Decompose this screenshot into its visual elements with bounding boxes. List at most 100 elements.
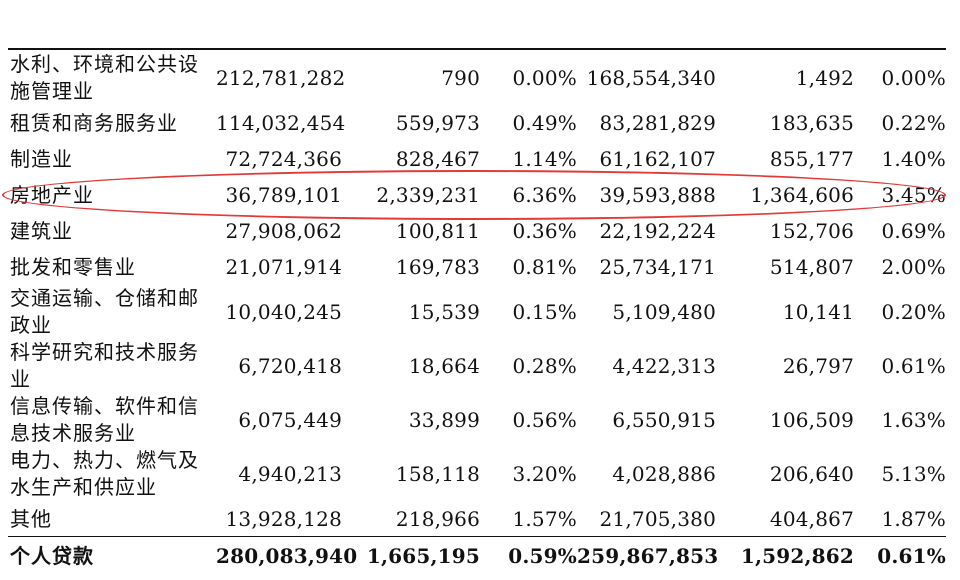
ratio-cell-1: 0.15% (512, 299, 577, 324)
value-cell-2: 15,539 (408, 299, 480, 324)
value-cell-1: 72,724,366 (225, 146, 342, 171)
total-separator-rule (8, 536, 946, 537)
ratio-cell-2: 3.45% (881, 182, 946, 207)
ratio-cell-1: 3.20% (512, 461, 577, 486)
total-ratio-1: 0.59% (508, 543, 577, 568)
table-row: 电力、热力、燃气及水生产和供应业 4,940,213 158,118 3.20% 4,0… (8, 447, 948, 501)
value-cell-1: 10,040,245 (225, 299, 342, 324)
table-row: 水利、环境和公共设施管理业 212,781,282 790 0.00% 168,554,… (8, 51, 948, 105)
ratio-cell-1: 0.81% (512, 254, 577, 279)
value-cell-2: 33,899 (408, 407, 480, 432)
value-cell-4: 514,807 (769, 254, 854, 279)
value-cell-1: 6,075,449 (238, 407, 342, 432)
value-cell-1: 21,071,914 (225, 254, 342, 279)
value-cell-2: 2,339,231 (376, 182, 480, 207)
value-cell-2: 169,783 (395, 254, 480, 279)
ratio-cell-2: 0.22% (881, 110, 946, 135)
ratio-cell-1: 6.36% (512, 182, 577, 207)
value-cell-1: 13,928,128 (225, 506, 342, 531)
value-cell-3: 5,109,480 (612, 299, 716, 324)
industry-name-cell: 电力、热力、燃气及水生产和供应业 (10, 448, 199, 499)
value-cell-4: 106,509 (769, 407, 854, 432)
industry-name-cell: 租赁和商务服务业 (10, 110, 178, 135)
value-cell-3: 168,554,340 (586, 65, 716, 90)
value-cell-4: 183,635 (769, 110, 854, 135)
ratio-cell-1: 0.36% (512, 218, 577, 243)
value-cell-2: 828,467 (395, 146, 480, 171)
value-cell-1: 4,940,213 (238, 461, 342, 486)
value-cell-2: 218,966 (395, 506, 480, 531)
value-cell-4: 1,364,606 (750, 182, 854, 207)
total-label: 个人贷款 (10, 543, 94, 568)
total-value-1: 280,083,940 (216, 543, 358, 568)
table-body: 水利、环境和公共设施管理业 212,781,282 790 0.00% 168,554,… (8, 51, 948, 575)
industry-name-cell: 制造业 (10, 146, 73, 171)
ratio-cell-2: 1.87% (881, 506, 946, 531)
value-cell-3: 22,192,224 (599, 218, 716, 243)
ratio-cell-1: 0.28% (512, 353, 577, 378)
industry-name-cell: 水利、环境和公共设施管理业 (10, 52, 199, 103)
value-cell-4: 404,867 (769, 506, 854, 531)
value-cell-3: 6,550,915 (612, 407, 716, 432)
total-ratio-2: 0.61% (877, 543, 946, 568)
table-row: 租赁和商务服务业 114,032,454 559,973 0.49% 83,281,82… (8, 105, 948, 141)
table-row: 其他 13,928,128 218,966 1.57% 21,705,380 404,86… (8, 501, 948, 537)
value-cell-1: 114,032,454 (216, 110, 346, 135)
total-value-3: 259,867,853 (577, 543, 719, 568)
ratio-cell-2: 5.13% (881, 461, 946, 486)
industry-name-cell: 房地产业 (10, 182, 94, 207)
value-cell-1: 6,720,418 (238, 353, 342, 378)
table-row: 交通运输、仓储和邮政业 10,040,245 15,539 0.15% 5,109,48… (8, 285, 948, 339)
ratio-cell-1: 0.00% (512, 65, 577, 90)
value-cell-1: 27,908,062 (225, 218, 342, 243)
value-cell-2: 559,973 (395, 110, 480, 135)
value-cell-4: 10,141 (782, 299, 854, 324)
total-value-2: 1,665,195 (366, 543, 480, 568)
ratio-cell-2: 0.00% (881, 65, 946, 90)
value-cell-3: 4,422,313 (612, 353, 716, 378)
total-value-4: 1,592,862 (740, 543, 854, 568)
value-cell-2: 18,664 (408, 353, 480, 378)
ratio-cell-1: 1.57% (512, 506, 577, 531)
table-row: 建筑业 27,908,062 100,811 0.36% 22,192,224 152,7… (8, 213, 948, 249)
table-row: 批发和零售业 21,071,914 169,783 0.81% 25,734,171 51… (8, 249, 948, 285)
value-cell-2: 100,811 (395, 218, 480, 243)
ratio-cell-2: 0.69% (881, 218, 946, 243)
industry-name-cell: 批发和零售业 (10, 254, 136, 279)
industry-name-cell: 其他 (10, 506, 52, 531)
value-cell-2: 790 (441, 65, 480, 90)
value-cell-4: 26,797 (782, 353, 854, 378)
ratio-cell-2: 2.00% (881, 254, 946, 279)
ratio-cell-2: 0.61% (881, 353, 946, 378)
ratio-cell-2: 0.20% (881, 299, 946, 324)
industry-name-cell: 交通运输、仓储和邮政业 (10, 286, 199, 337)
value-cell-3: 61,162,107 (599, 146, 716, 171)
ratio-cell-2: 1.40% (881, 146, 946, 171)
value-cell-2: 158,118 (395, 461, 480, 486)
value-cell-4: 152,706 (769, 218, 854, 243)
value-cell-1: 36,789,101 (225, 182, 342, 207)
table-row: 房地产业 36,789,101 2,339,231 6.36% 39,593,888 1,… (8, 177, 948, 213)
table-row: 信息传输、软件和信息技术服务业 6,075,449 33,899 0.56% 6,550… (8, 393, 948, 447)
value-cell-3: 39,593,888 (599, 182, 716, 207)
industry-name-cell: 信息传输、软件和信息技术服务业 (10, 394, 199, 445)
value-cell-3: 4,028,886 (612, 461, 716, 486)
table-row: 制造业 72,724,366 828,467 1.14% 61,162,107 855,1… (8, 141, 948, 177)
industry-name-cell: 科学研究和技术服务业 (10, 340, 199, 391)
ratio-cell-1: 0.49% (512, 110, 577, 135)
ratio-cell-2: 1.63% (881, 407, 946, 432)
ratio-cell-1: 1.14% (512, 146, 577, 171)
value-cell-4: 206,640 (769, 461, 854, 486)
value-cell-4: 855,177 (769, 146, 854, 171)
value-cell-4: 1,492 (795, 65, 854, 90)
value-cell-3: 25,734,171 (599, 254, 716, 279)
value-cell-1: 212,781,282 (216, 65, 346, 90)
table-row: 科学研究和技术服务业 6,720,418 18,664 0.28% 4,422,313 2… (8, 339, 948, 393)
total-row: 个人贷款 280,083,940 1,665,195 0.59% 259,867,853… (8, 537, 948, 575)
industry-name-cell: 建筑业 (10, 218, 73, 243)
industry-loan-table: 水利、环境和公共设施管理业 212,781,282 790 0.00% 168,554,… (8, 51, 948, 575)
value-cell-3: 21,705,380 (599, 506, 716, 531)
table-top-rule (8, 48, 946, 50)
value-cell-3: 83,281,829 (599, 110, 716, 135)
